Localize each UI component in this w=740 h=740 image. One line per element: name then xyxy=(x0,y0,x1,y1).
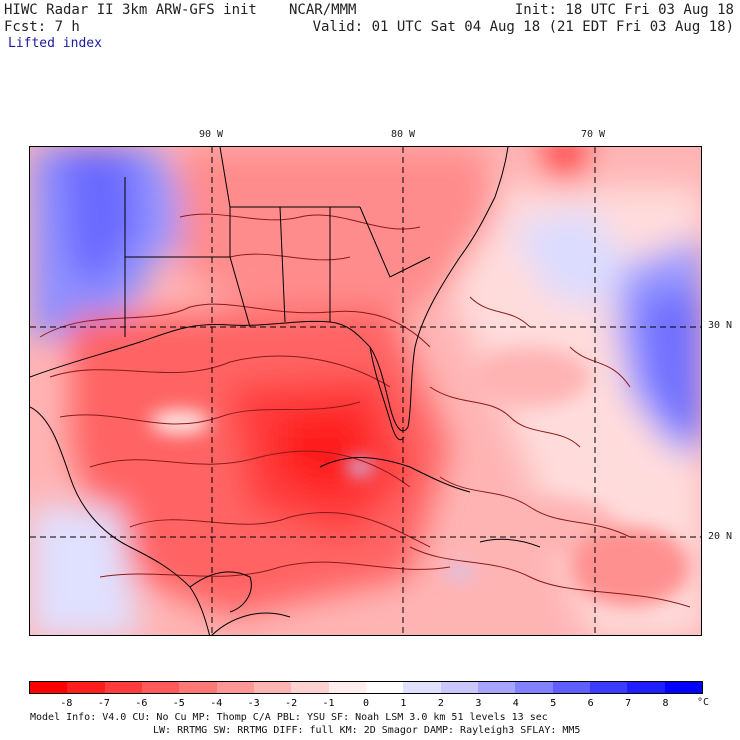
lat-label-20n: 20 N xyxy=(708,531,733,542)
colorbar-swatch xyxy=(477,682,516,693)
colorbar-tick-label: 8 xyxy=(662,698,669,709)
grid-lines xyxy=(30,147,701,635)
colorbar-swatch xyxy=(627,682,665,693)
field-detail xyxy=(150,347,690,607)
colorbar-tick-label: -3 xyxy=(247,698,260,709)
map-canvas xyxy=(30,147,701,635)
init-text: Init: 18 UTC Fri 03 Aug 18 xyxy=(514,2,734,18)
colorbar-swatch xyxy=(216,682,254,693)
colorbar-swatch xyxy=(515,682,553,693)
model-info-line-2: LW: RRTMG SW: RRTMG DIFF: full KM: 2D Sm… xyxy=(153,725,581,736)
coastlines xyxy=(30,147,541,635)
lon-label-70w: 70 W xyxy=(581,129,606,140)
colorbar-swatch xyxy=(440,682,478,693)
colorbar-tick-label: -6 xyxy=(135,698,148,709)
colorbar-swatch xyxy=(403,682,441,693)
colorbar-swatch xyxy=(328,682,366,693)
colorbar-swatch xyxy=(253,682,292,693)
forecast-hour-text: Fcst: 7 h xyxy=(4,19,80,35)
colorbar-tick-label: 5 xyxy=(550,698,557,709)
colorbar-swatch xyxy=(291,682,329,693)
colorbar-tick-label: 2 xyxy=(437,698,444,709)
colorbar-tick-label: 0 xyxy=(362,698,370,709)
colorbar-tick-label: -2 xyxy=(285,698,298,709)
colorbar-tick-label: 6 xyxy=(587,698,594,709)
colorbar-swatch xyxy=(67,682,105,693)
colorbar-tick-label: -5 xyxy=(172,698,185,709)
org-text: NCAR/MMM xyxy=(289,2,357,18)
field-shading xyxy=(30,147,701,635)
colorbar-swatch xyxy=(141,682,180,693)
colorbar-tick-label: 1 xyxy=(400,698,407,709)
lifted-index-map xyxy=(29,146,702,636)
colorbar-tick-label: -8 xyxy=(60,698,73,709)
colorbar-tick-label: -4 xyxy=(210,698,223,709)
colorbar-swatch xyxy=(664,682,702,693)
colorbar-unit: °C xyxy=(697,697,710,708)
colorbar-swatch xyxy=(552,682,590,693)
lon-label-90w: 90 W xyxy=(199,129,224,140)
model-info-line-1: Model Info: V4.0 CU: No Cu MP: Thomp C/A… xyxy=(30,712,548,723)
field-name-text: Lifted index xyxy=(8,36,102,51)
colorbar-tick-label: 7 xyxy=(625,698,632,709)
colorbar-tick-label: -1 xyxy=(322,698,335,709)
colorbar-swatch xyxy=(365,682,404,693)
colorbar xyxy=(29,681,703,694)
valid-time-text: Valid: 01 UTC Sat 04 Aug 18 (21 EDT Fri … xyxy=(312,19,734,35)
colorbar-swatch xyxy=(104,682,142,693)
colorbar-tick-label: 4 xyxy=(512,698,519,709)
colorbar-tick-label: -7 xyxy=(97,698,110,709)
colorbar-swatch xyxy=(179,682,217,693)
title-text: HIWC Radar II 3km ARW-GFS init xyxy=(4,2,257,18)
colorbar-tick-label: 3 xyxy=(475,698,482,709)
colorbar-swatch xyxy=(30,682,68,693)
lat-label-30n: 30 N xyxy=(708,320,733,331)
contour-lines xyxy=(39,213,691,608)
colorbar-swatch xyxy=(589,682,628,693)
lon-label-80w: 80 W xyxy=(391,129,416,140)
